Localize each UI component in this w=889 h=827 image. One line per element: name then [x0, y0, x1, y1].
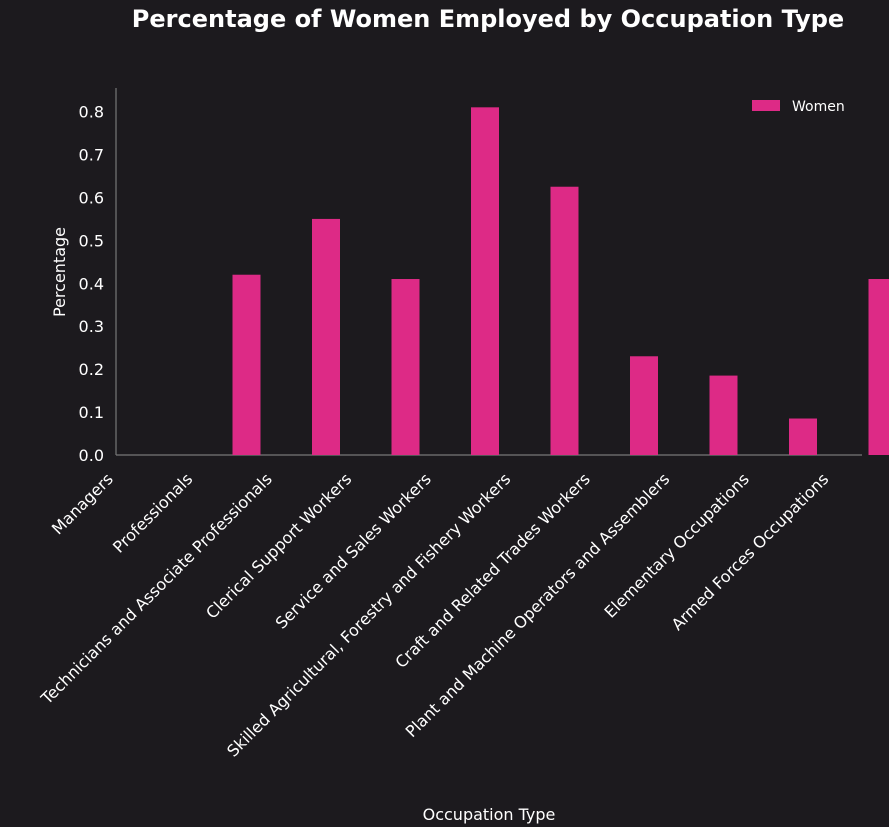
x-tick-label: Elementary Occupations [600, 469, 752, 621]
y-tick-label: 0.1 [79, 403, 104, 422]
legend: Women [752, 99, 845, 115]
bar [789, 418, 817, 455]
x-axis-label: Occupation Type [423, 805, 556, 824]
y-axis-label: Percentage [50, 227, 69, 317]
legend-swatch-women [752, 100, 780, 111]
plot-area: 0.0 0.1 0.2 0.3 0.4 0.5 0.6 0.7 0.8 ManagersProfe… [37, 88, 889, 761]
y-tick-label: 0.2 [79, 360, 104, 379]
y-tick-label: 0.4 [79, 274, 104, 293]
x-tick-label: Service and Sales Workers [272, 469, 435, 632]
bar [312, 218, 340, 455]
bar [550, 186, 579, 455]
y-tick-label: 0.6 [79, 188, 104, 207]
y-tick-label: 0.0 [79, 446, 104, 465]
x-tick-label: Managers [48, 469, 117, 538]
bar [868, 279, 889, 455]
x-tick-label: Clerical Support Workers [202, 469, 355, 622]
y-tick-label: 0.7 [79, 146, 104, 165]
x-tick-label: Professionals [109, 469, 196, 556]
bar [630, 356, 658, 455]
x-tick-label: Skilled Agricultural, Forestry and Fishe… [223, 469, 514, 760]
x-tick-label: Plant and Machine Operators and Assemble… [402, 469, 674, 741]
chart-title: Percentage of Women Employed by Occupati… [132, 5, 844, 33]
legend-label-women: Women [792, 99, 845, 115]
x-tick-label: Armed Forces Occupations [668, 469, 833, 634]
bar [391, 279, 420, 455]
y-tick-label: 0.3 [79, 317, 104, 336]
y-tick-label: 0.5 [79, 231, 104, 250]
bar [471, 107, 499, 455]
y-tick-label: 0.8 [79, 103, 104, 122]
bar [709, 375, 738, 455]
bar [232, 274, 261, 455]
